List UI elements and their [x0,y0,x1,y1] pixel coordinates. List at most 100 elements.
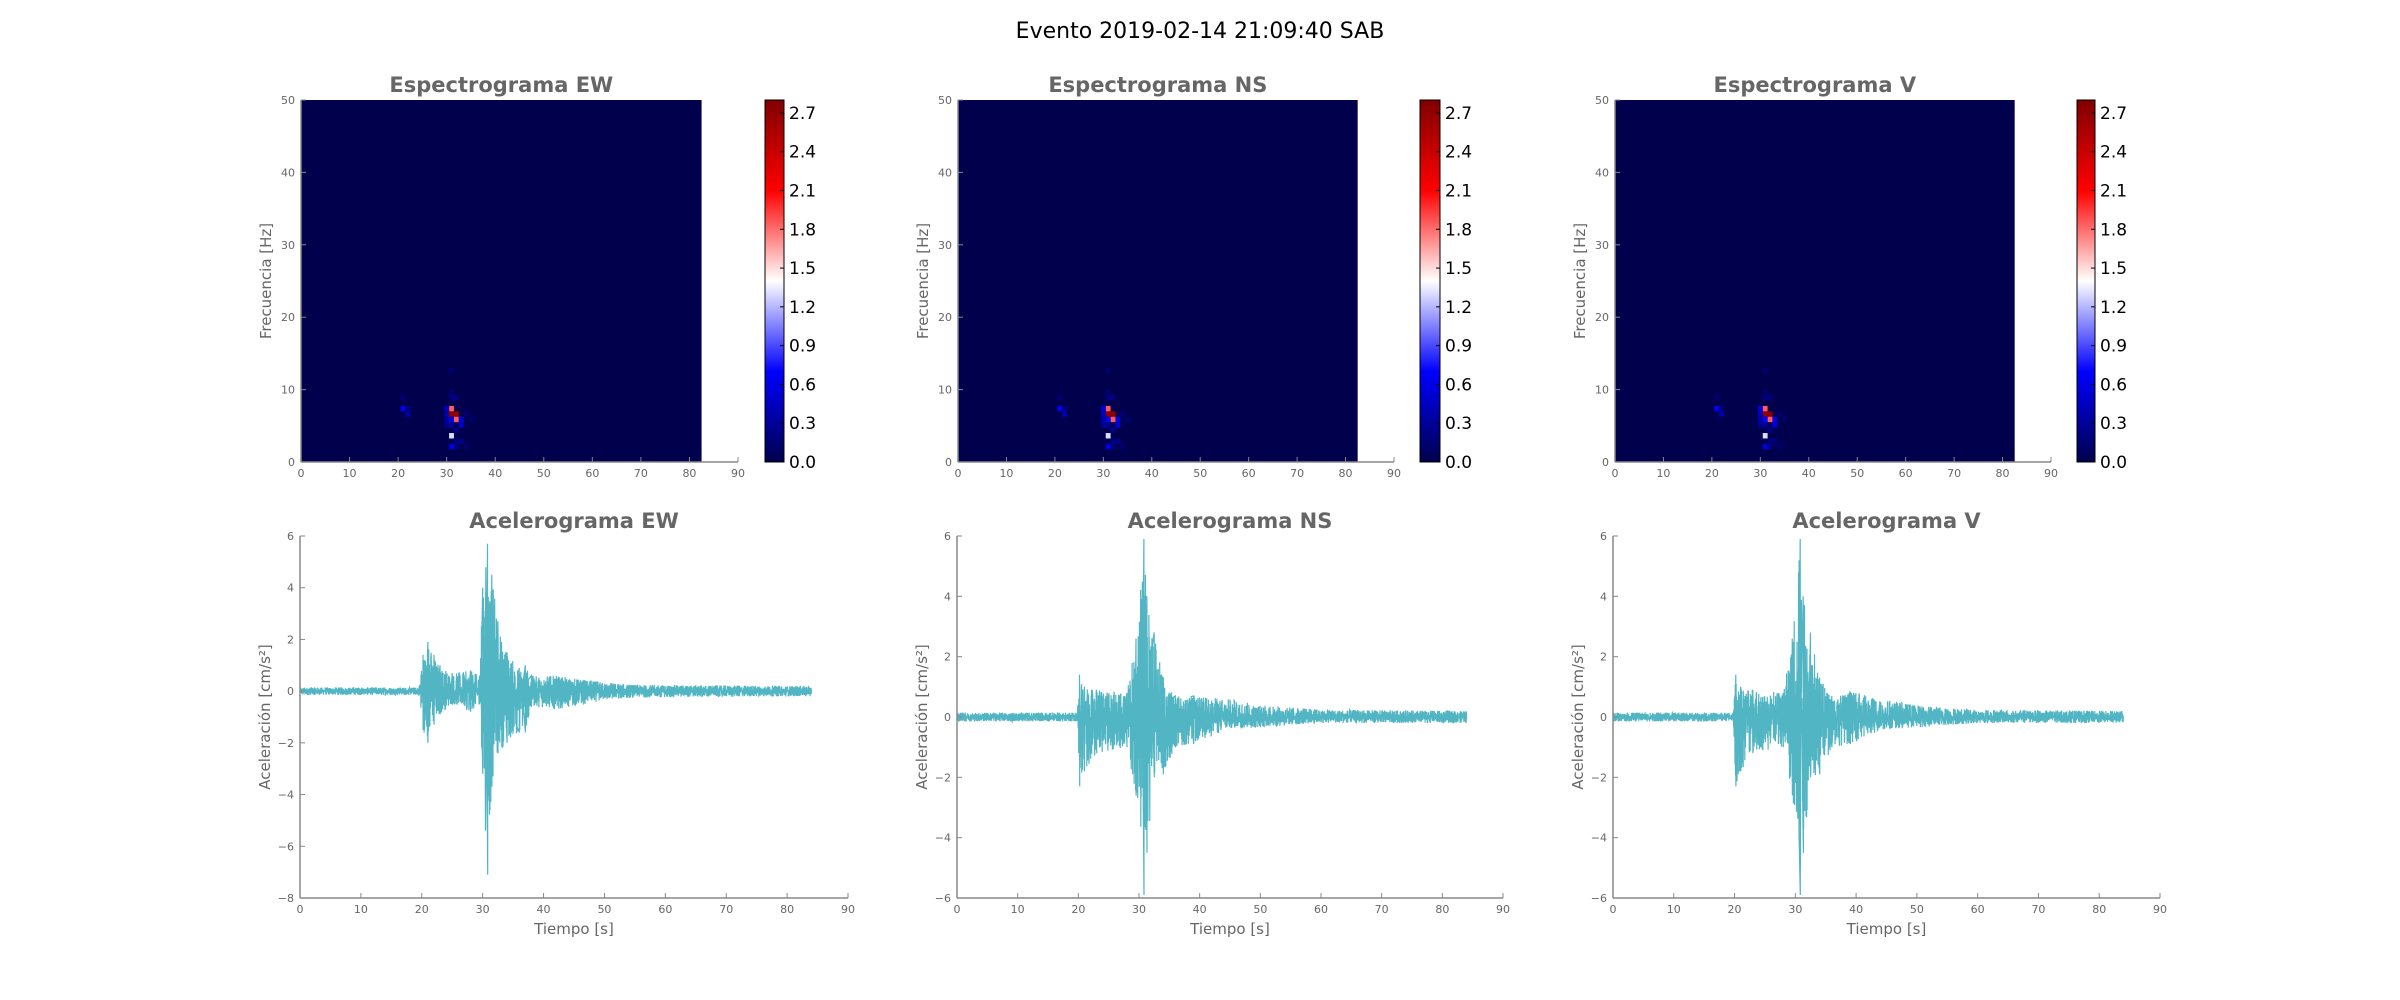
spectrogram-cell [1125,416,1130,423]
x-tick-label: 30 [476,903,490,916]
spectrogram-cell [444,416,450,423]
y-tick-label: 2 [287,633,294,646]
x-tick-label: 90 [2153,903,2167,916]
spectrogram-cell [1772,438,1778,444]
spectrogram-cell [1762,433,1768,439]
spectrogram-cell [1762,405,1768,412]
x-tick-label: 0 [1612,467,1619,480]
y-tick-label: 0 [288,456,295,469]
spectrogram-cell [1762,411,1768,417]
spectrogram-cell [1757,405,1763,412]
x-tick-label: 40 [537,903,551,916]
x-tick-label: 60 [658,903,672,916]
x-tick-label: 60 [1899,467,1913,480]
x-tick-label: 10 [354,903,368,916]
x-tick-label: 60 [1242,467,1256,480]
x-tick-label: 40 [1145,467,1159,480]
y-tick-label: −2 [278,737,294,750]
spectrogram-cell [463,443,469,450]
colorbar-tick-label: 2.4 [2100,143,2127,163]
x-tick-label: 0 [298,467,305,480]
colorbar-tick-label: 1.8 [789,220,816,240]
spectrogram-cell [1100,411,1106,417]
spectrogram-cell [449,411,454,417]
spectrogram-cell [1105,422,1111,428]
spectrogram-cell [453,395,459,401]
spectrogram-cell [1105,433,1111,439]
spectrogram-background [1615,100,2015,462]
x-tick-label: 10 [999,467,1013,480]
spectrogram-cell [1120,411,1126,417]
spectrogram-cell [458,438,464,444]
y-tick-label: 0 [1600,711,1607,724]
colorbar-tick-label: 0.0 [789,453,816,473]
spectrogram-cell [1110,411,1116,417]
spec-v-panel: 0.0 0.3 0.6 0.9 1.2 1.5 1.8 2.1 2.4 2.7 0 10 20 30 40 5… [1571,73,2127,480]
spectrogram-cell [1105,367,1111,374]
y-tick-label: 30 [281,239,295,252]
x-tick-label: 50 [1193,467,1207,480]
spectrogram-cell [1110,443,1116,450]
spectrogram-cell [449,395,454,401]
y-tick-label: 2 [944,651,951,664]
y-tick-label: 30 [938,239,952,252]
spectrogram-cell [1110,395,1116,401]
y-tick-label: 20 [281,311,295,324]
x-tick-label: 70 [1290,467,1304,480]
y-tick-label: 4 [287,582,294,595]
x-tick-label: 20 [415,903,429,916]
x-tick-label: 30 [1788,903,1802,916]
x-tick-label: 40 [488,467,502,480]
y-axis-label: Frecuencia [Hz] [257,223,275,339]
y-tick-label: −4 [1591,832,1607,845]
colorbar-tick-label: 1.2 [789,298,816,318]
x-tick-label: 50 [1850,467,1864,480]
y-tick-label: 4 [944,590,951,603]
x-tick-label: 40 [1802,467,1816,480]
y-tick-label: −6 [1591,892,1607,905]
y-axis-label: Aceleración [cm/s²] [256,644,274,790]
panel-title: Acelerograma V [1792,509,1981,533]
spectrogram-cell [463,411,469,417]
y-tick-label: 4 [1600,590,1607,603]
y-tick-label: −4 [935,832,951,845]
spectrogram-cell [400,395,406,401]
x-axis-label: Tiempo [s] [1846,920,1927,938]
colorbar-tick-label: 0.0 [2100,453,2127,473]
y-tick-label: 40 [281,166,295,179]
colorbar-tick-label: 2.4 [1445,143,1472,163]
x-tick-label: 10 [343,467,357,480]
spectrogram-cell [1757,411,1763,417]
x-tick-label: 90 [841,903,855,916]
spec-ns-panel: 0.0 0.3 0.6 0.9 1.2 1.5 1.8 2.1 2.4 2.7 0 10 20 30 40 5… [914,73,1472,480]
spectrogram-cell [1714,395,1720,401]
x-tick-label: 0 [955,467,962,480]
spectrogram-cell [1100,422,1106,428]
acc-ew-panel: Tiempo [s] 0 10 20 30 40 50 60 70 80 90 −8 −6 −4 −2 0 2 4… [256,509,855,938]
x-tick-label: 90 [2044,467,2058,480]
colorbar-tick-label: 0.6 [789,375,816,395]
x-tick-label: 50 [1253,903,1267,916]
colorbar-tick-label: 1.2 [2100,298,2127,318]
y-tick-label: 10 [281,384,295,397]
acceleration-trace [1612,538,2124,896]
panel-title: Espectrograma V [1714,73,1917,97]
x-tick-label: 30 [440,467,454,480]
acceleration-trace [956,538,1468,896]
x-tick-label: 50 [1910,903,1924,916]
spectrogram-cell [1714,405,1720,412]
y-tick-label: 40 [1595,166,1609,179]
x-tick-label: 80 [1339,467,1353,480]
spectrogram-cell [1757,416,1763,423]
x-tick-label: 90 [731,467,745,480]
spectrogram-cell [1105,443,1111,450]
x-tick-label: 50 [597,903,611,916]
spectrogram-cell [1057,405,1063,412]
spectrogram-cell [1100,405,1106,412]
spectrogram-cell [1767,395,1773,401]
x-tick-label: 60 [585,467,599,480]
spectrogram-cell [1115,438,1121,444]
spectrogram-cell [458,422,464,428]
spectrogram-cell [444,422,450,428]
y-tick-label: 6 [1600,530,1607,543]
